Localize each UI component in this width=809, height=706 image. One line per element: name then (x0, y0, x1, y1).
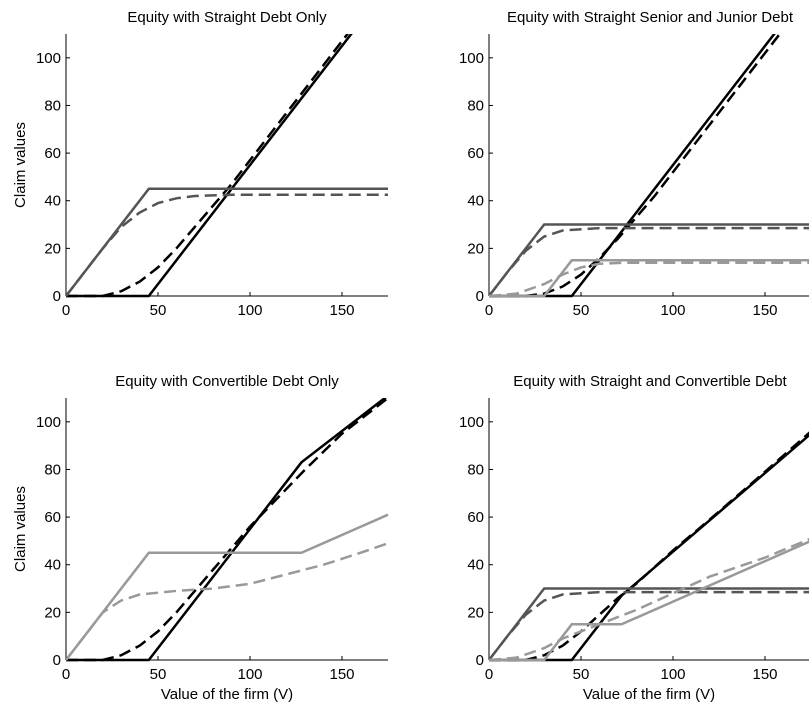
chart-panel-2: Equity with Straight Senior and Junior D… (459, 9, 809, 319)
chart-panel-1: Equity with Straight Debt Only 0 50 100 150 0… (12, 9, 388, 319)
x-tick-label: 50 (150, 302, 167, 319)
series-line-5 (489, 540, 809, 662)
series-line-4 (489, 590, 809, 661)
chart-panel-3: Equity with Convertible Debt Only 0 50 100 1… (12, 373, 389, 703)
x-tick-label: 0 (485, 666, 493, 683)
x-tick-label: 100 (660, 302, 685, 319)
series-line-6 (489, 261, 809, 298)
x-tick-label: 100 (237, 666, 262, 683)
x-tick-label: 150 (752, 666, 777, 683)
x-tick-label: 100 (237, 302, 262, 319)
chart-title: Equity with Straight Senior and Junior D… (507, 9, 794, 26)
y-tick-label: 80 (467, 461, 484, 478)
y-tick-label: 60 (467, 509, 484, 526)
series-line-4 (489, 226, 809, 297)
x-tick-label: 50 (573, 666, 590, 683)
series-line-1 (489, 433, 809, 662)
y-tick-label: 60 (44, 509, 61, 526)
y-tick-label: 80 (44, 97, 61, 114)
y-tick-label: 40 (44, 193, 61, 210)
y-tick-label: 40 (44, 557, 61, 574)
y-tick-label: 0 (476, 288, 484, 305)
series-line-2 (489, 34, 782, 298)
y-tick-label: 0 (476, 652, 484, 669)
y-tick-label: 40 (467, 193, 484, 210)
series-line-3 (489, 223, 809, 297)
series-line-3 (66, 187, 388, 297)
y-tick-label: 100 (459, 414, 484, 431)
y-tick-label: 40 (467, 557, 484, 574)
chart-title: Equity with Convertible Debt Only (115, 373, 339, 390)
chart-panel-4: Equity with Straight and Convertible Deb… (459, 373, 809, 703)
y-tick-label: 60 (467, 145, 484, 162)
y-tick-label: 80 (467, 97, 484, 114)
y-tick-label: 0 (53, 652, 61, 669)
x-tick-label: 150 (329, 302, 354, 319)
chart-title: Equity with Straight and Convertible Deb… (513, 373, 787, 390)
series-line-3 (489, 587, 809, 661)
y-tick-label: 20 (467, 604, 484, 621)
y-axis-label: Claim values (12, 122, 29, 208)
series-line-2 (66, 398, 389, 662)
y-tick-label: 0 (53, 288, 61, 305)
series-line-5 (489, 259, 809, 298)
y-tick-label: 100 (459, 50, 484, 67)
series-line-4 (66, 193, 388, 297)
x-tick-label: 50 (150, 666, 167, 683)
x-tick-label: 0 (62, 666, 70, 683)
series-line-2 (489, 431, 809, 662)
y-tick-label: 60 (44, 145, 61, 162)
y-tick-label: 80 (44, 461, 61, 478)
chart-title: Equity with Straight Debt Only (127, 9, 327, 26)
x-tick-label: 100 (660, 666, 685, 683)
x-tick-label: 150 (329, 666, 354, 683)
series-line-4 (66, 542, 389, 661)
x-axis-label: Value of the firm (V) (583, 686, 715, 703)
series-line-3 (66, 513, 389, 661)
series-line-2 (66, 34, 350, 298)
y-axis-label: Claim values (12, 486, 29, 572)
x-tick-label: 50 (573, 302, 590, 319)
x-tick-label: 150 (752, 302, 777, 319)
series-line-1 (489, 34, 776, 298)
y-tick-label: 20 (44, 604, 61, 621)
x-tick-label: 0 (485, 302, 493, 319)
y-tick-label: 20 (44, 240, 61, 257)
y-tick-label: 100 (36, 414, 61, 431)
series-line-6 (489, 537, 809, 662)
y-tick-label: 100 (36, 50, 61, 67)
x-axis-label: Value of the firm (V) (161, 686, 293, 703)
x-tick-label: 0 (62, 302, 70, 319)
y-tick-label: 20 (467, 240, 484, 257)
